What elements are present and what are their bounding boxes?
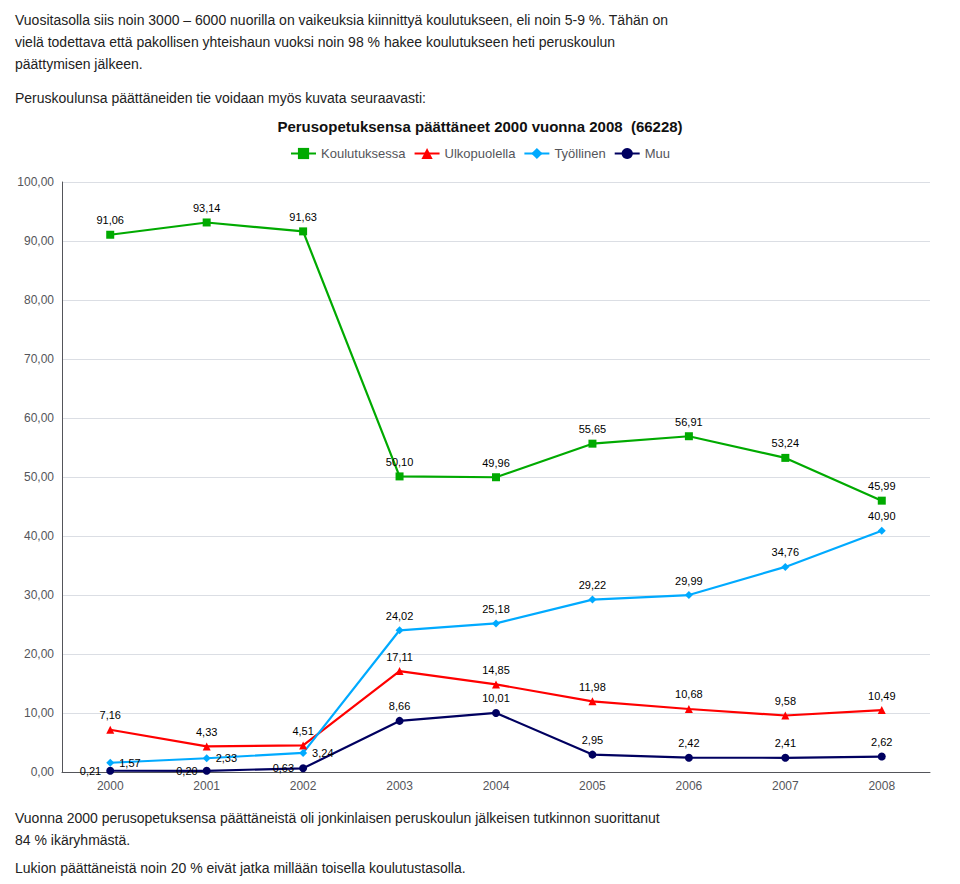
svg-text:29,22: 29,22 <box>579 579 607 591</box>
svg-text:0,00: 0,00 <box>31 765 55 779</box>
svg-text:34,76: 34,76 <box>772 546 800 558</box>
svg-text:50,00: 50,00 <box>24 470 54 484</box>
svg-text:49,96: 49,96 <box>482 457 510 469</box>
svg-text:2,41: 2,41 <box>775 737 796 749</box>
svg-text:8,66: 8,66 <box>389 700 410 712</box>
svg-text:2000: 2000 <box>97 779 124 793</box>
svg-text:20,00: 20,00 <box>24 647 54 661</box>
svg-text:53,24: 53,24 <box>772 437 800 449</box>
svg-text:10,68: 10,68 <box>675 688 703 700</box>
svg-text:2,62: 2,62 <box>871 736 892 748</box>
svg-text:0,20: 0,20 <box>176 765 197 777</box>
svg-text:90,00: 90,00 <box>24 234 54 248</box>
svg-text:Työllinen: Työllinen <box>554 146 605 161</box>
svg-text:1,57: 1,57 <box>119 757 140 769</box>
svg-text:2002: 2002 <box>290 779 317 793</box>
svg-text:40,00: 40,00 <box>24 529 54 543</box>
svg-text:0,63: 0,63 <box>273 762 294 774</box>
svg-text:0,21: 0,21 <box>80 765 101 777</box>
svg-text:2003: 2003 <box>386 779 413 793</box>
svg-text:30,00: 30,00 <box>24 588 54 602</box>
svg-text:100,00: 100,00 <box>17 175 54 189</box>
svg-text:70,00: 70,00 <box>24 352 54 366</box>
svg-text:2,33: 2,33 <box>216 752 237 764</box>
svg-text:55,65: 55,65 <box>579 423 607 435</box>
svg-text:11,98: 11,98 <box>579 681 606 693</box>
svg-text:2007: 2007 <box>772 779 799 793</box>
svg-text:2,42: 2,42 <box>678 737 699 749</box>
svg-text:Vuonna 2000 perusopetuksensa p: Vuonna 2000 perusopetuksensa päättäneist… <box>15 810 660 826</box>
svg-text:14,85: 14,85 <box>482 664 510 676</box>
svg-text:Ulkopuolella: Ulkopuolella <box>445 146 517 161</box>
svg-text:25,18: 25,18 <box>482 603 510 615</box>
svg-text:Muu: Muu <box>645 146 670 161</box>
svg-text:45,99: 45,99 <box>868 480 896 492</box>
svg-text:Lukion päättäneistä noin 20 %: Lukion päättäneistä noin 20 % eivät jatk… <box>15 860 466 876</box>
svg-text:80,00: 80,00 <box>24 293 54 307</box>
svg-text:7,16: 7,16 <box>100 709 121 721</box>
svg-text:Peruskoulunsa päättäneiden tie: Peruskoulunsa päättäneiden tie voidaan m… <box>15 90 426 106</box>
svg-text:vielä todettava että pakollise: vielä todettava että pakollisen yhteisha… <box>15 34 615 50</box>
svg-text:2005: 2005 <box>579 779 606 793</box>
svg-text:3,24: 3,24 <box>312 747 333 759</box>
svg-text:60,00: 60,00 <box>24 411 54 425</box>
svg-text:29,99: 29,99 <box>675 575 703 587</box>
svg-text:4,51: 4,51 <box>292 725 313 737</box>
svg-text:Koulutuksessa: Koulutuksessa <box>321 146 406 161</box>
svg-text:2006: 2006 <box>676 779 703 793</box>
svg-text:päättymisen jälkeen.: päättymisen jälkeen. <box>15 56 143 72</box>
svg-text:50,10: 50,10 <box>386 456 414 468</box>
svg-text:24,02: 24,02 <box>386 610 414 622</box>
svg-text:Vuositasolla siis noin 3000 –: Vuositasolla siis noin 3000 – 6000 nuori… <box>15 12 668 28</box>
svg-text:84 % ikäryhmästä.: 84 % ikäryhmästä. <box>15 832 130 848</box>
svg-text:4,33: 4,33 <box>196 726 217 738</box>
svg-text:91,06: 91,06 <box>96 214 124 226</box>
svg-text:40,90: 40,90 <box>868 510 896 522</box>
svg-text:10,00: 10,00 <box>24 706 54 720</box>
svg-text:9,58: 9,58 <box>775 695 796 707</box>
svg-text:2004: 2004 <box>483 779 510 793</box>
svg-text:93,14: 93,14 <box>193 202 221 214</box>
svg-text:56,91: 56,91 <box>675 416 703 428</box>
svg-text:17,11: 17,11 <box>386 651 413 663</box>
svg-text:10,01: 10,01 <box>482 692 510 704</box>
svg-text:2008: 2008 <box>868 779 895 793</box>
svg-text:2001: 2001 <box>193 779 220 793</box>
svg-text:10,49: 10,49 <box>868 690 896 702</box>
svg-text:Perusopetuksensa päättäneet 20: Perusopetuksensa päättäneet 2000 vuonna … <box>277 118 682 135</box>
svg-text:2,95: 2,95 <box>582 734 603 746</box>
svg-text:91,63: 91,63 <box>289 211 317 223</box>
